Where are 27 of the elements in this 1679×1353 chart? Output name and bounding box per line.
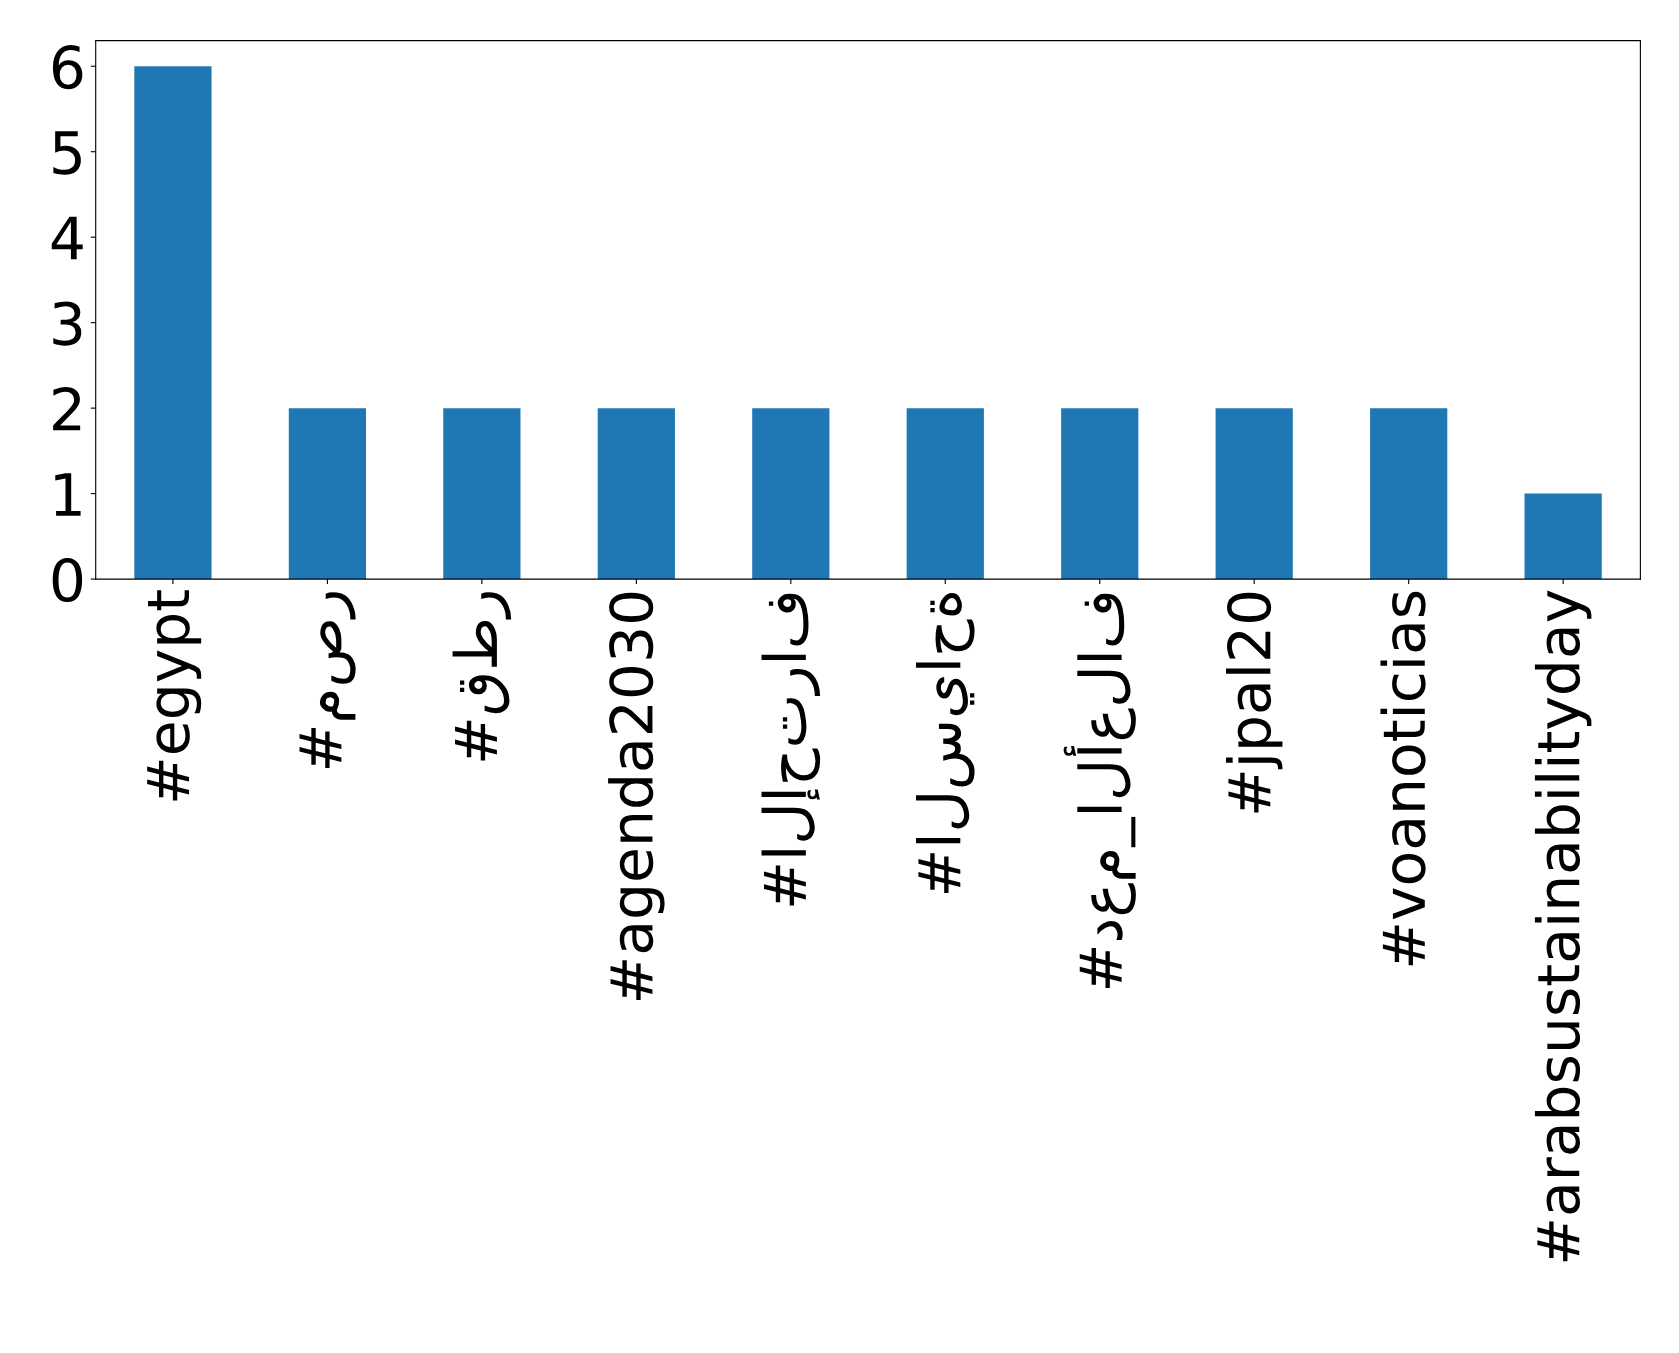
bar — [597, 408, 675, 580]
y-tick-label: 0 — [52, 557, 83, 603]
bar — [288, 408, 367, 580]
bar — [906, 408, 984, 580]
x-tick-label: #مصر — [299, 592, 356, 769]
y-tick-label: 6 — [52, 45, 83, 90]
x-tick-label: #agenda2030 — [608, 592, 665, 1001]
bar — [1061, 408, 1139, 580]
y-tick-label: 1 — [55, 473, 81, 516]
x-tick-label: #الإحتراف — [761, 593, 821, 906]
x-tick-label: #السياحة — [915, 592, 975, 894]
bar — [134, 66, 212, 580]
x-tick-label: #egypt — [147, 590, 202, 801]
bar — [443, 408, 521, 580]
y-tick-label: 3 — [53, 301, 82, 346]
y-tick-label: 4 — [51, 216, 83, 260]
y-tick-label: 5 — [53, 131, 81, 175]
bar — [1215, 408, 1293, 580]
bar — [1370, 408, 1448, 580]
x-tick-label: #voanoticias — [1380, 591, 1426, 966]
bar — [1524, 493, 1602, 580]
bar — [752, 408, 830, 580]
x-tick-label: #قطر — [452, 592, 512, 761]
y-tick-label: 2 — [53, 387, 81, 431]
x-tick-label: #jpal20 — [1225, 592, 1283, 813]
x-tick-label: #arabsustainabilityday — [1534, 590, 1592, 1262]
x-tick-label: #دعم_الأعلاف — [1063, 593, 1136, 988]
